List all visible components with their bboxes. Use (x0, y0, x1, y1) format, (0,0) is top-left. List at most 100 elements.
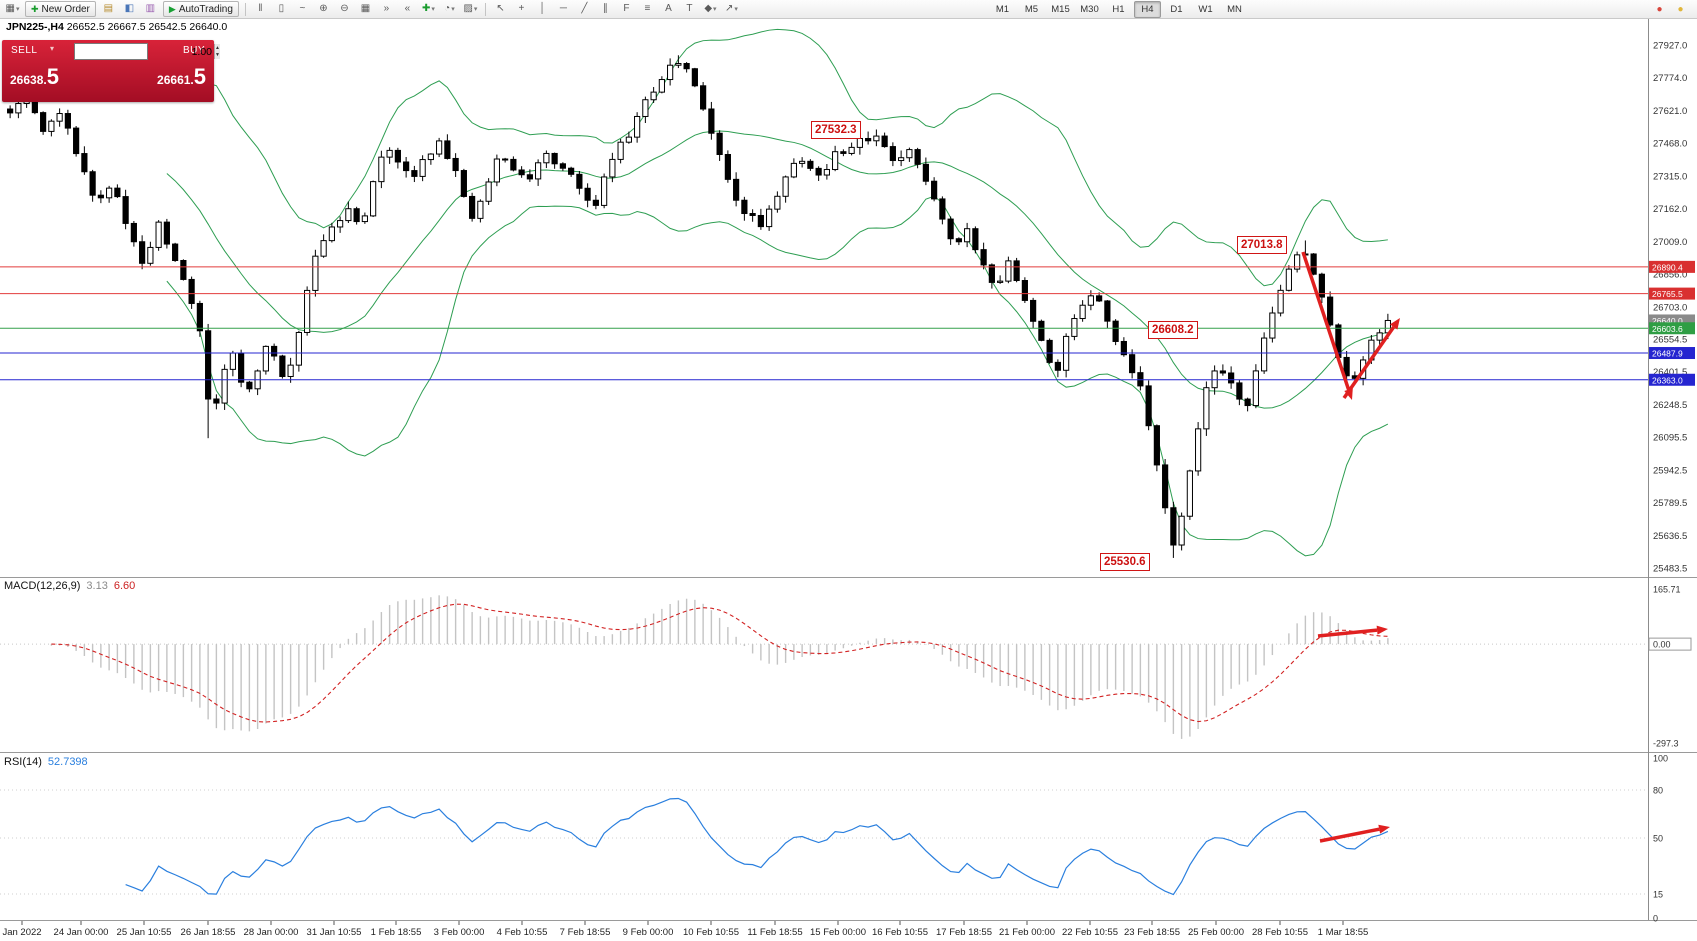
cursor-icon[interactable]: ↖ (496, 3, 505, 14)
timeframe-w1-button[interactable]: W1 (1198, 4, 1213, 15)
timeframe-h4-button[interactable]: H4 (1134, 1, 1161, 18)
market-watch-icon[interactable]: ▤ (103, 3, 114, 14)
svg-text:26363.0: 26363.0 (1652, 375, 1683, 385)
price-annotation-label[interactable]: 27532.3 (811, 121, 861, 139)
price-axis[interactable]: 27927.0 27774.0 27621.0 27468.0 27315.0 27162… (1649, 41, 1695, 575)
toolbar-separator (484, 2, 486, 16)
indicators-icon[interactable]: ✚ ▾ (421, 3, 435, 14)
toolbar-left-group: ▦ ▾ ✚ New Order ▤ ◧ ▥ ▶ AutoTrading ‖ ▯ ~ ⊕ ⊖ ▦ » « ✚ ▾ ◔ ▾ ▨… (0, 0, 742, 18)
price-tag (1649, 287, 1695, 300)
volume-down-icon[interactable]: ▼ (215, 51, 220, 59)
text-label-icon[interactable]: T (686, 3, 693, 14)
time-axis[interactable]: Jan 2022 24 Jan 00:00 25 Jan 10:55 26 Jan 1… (2, 921, 1368, 938)
svg-text:27009.0: 27009.0 (1653, 237, 1687, 248)
timeframe-m1-button[interactable]: M1 (995, 4, 1010, 15)
chevron-down-icon: ▾ (451, 5, 455, 13)
svg-text:26890.4: 26890.4 (1652, 262, 1683, 272)
chart-shift-icon[interactable]: « (404, 3, 411, 14)
macd-indicator[interactable] (0, 595, 1648, 739)
autotrading-button[interactable]: ▶ AutoTrading (162, 1, 239, 17)
terminal-icon[interactable]: ▥ (145, 3, 156, 14)
zoom-out-icon[interactable]: ⊖ (340, 3, 349, 14)
trendline-icon[interactable]: ╱ (581, 3, 588, 14)
chevron-down-icon: ▾ (431, 5, 435, 13)
one-click-trading-widget: SELL BUY ▾ ▲ ▼ 26638.5 26661.5 (2, 40, 220, 102)
fibonacci-icon[interactable]: F (623, 3, 630, 14)
svg-text:1 Mar 18:55: 1 Mar 18:55 (1318, 927, 1369, 938)
price-tag (1649, 373, 1695, 386)
svg-text:26248.5: 26248.5 (1653, 400, 1687, 411)
price-tag (1649, 322, 1695, 335)
timeframe-m30-button[interactable]: M30 (1080, 4, 1099, 15)
timeframe-m15-button[interactable]: M15 (1051, 4, 1070, 15)
timeframe-d1-button[interactable]: D1 (1170, 4, 1183, 15)
svg-text:25942.5: 25942.5 (1653, 465, 1687, 476)
shapes-icon[interactable]: ◆ ▾ (704, 3, 717, 14)
text-icon[interactable]: A (665, 3, 672, 14)
timeframe-m5-button[interactable]: M5 (1024, 4, 1039, 15)
svg-text:26703.0: 26703.0 (1653, 302, 1687, 313)
svg-text:26603.6: 26603.6 (1652, 324, 1683, 334)
trend-arrow (1342, 326, 1396, 400)
svg-text:27927.0: 27927.0 (1653, 41, 1687, 52)
sell-price[interactable]: 26638.5 (10, 64, 59, 89)
crosshair-icon[interactable]: + (518, 3, 525, 14)
svg-text:17 Feb 18:55: 17 Feb 18:55 (936, 927, 992, 938)
channel-icon[interactable]: ∥ (602, 3, 608, 14)
timeframe-toolbar: M1 M5 M15 M30 H1 H4 D1 W1 MN (988, 1, 1249, 18)
chevron-down-icon: ▾ (15, 5, 20, 13)
trend-arrows[interactable] (1301, 251, 1400, 843)
price-annotation-label[interactable]: 27013.8 (1237, 236, 1287, 254)
mql5-community-icon[interactable]: ● (1656, 3, 1663, 15)
line-chart-icon[interactable]: ~ (299, 3, 306, 14)
svg-text:28 Jan 00:00: 28 Jan 00:00 (244, 927, 299, 938)
trade-widget-menu-caret-icon[interactable]: ▾ (50, 44, 55, 53)
svg-text:1 Feb 18:55: 1 Feb 18:55 (371, 927, 422, 938)
svg-text:50: 50 (1653, 834, 1663, 844)
indicator-axes[interactable]: 165.71 0.00 -297.3 100 80 50 15 0 (1648, 585, 1692, 924)
market-icon[interactable]: ● (1677, 3, 1684, 15)
svg-text:22 Feb 10:55: 22 Feb 10:55 (1062, 927, 1118, 938)
svg-text:-297.3: -297.3 (1653, 739, 1679, 749)
macd-histogram (50, 595, 1389, 739)
symbol-title: JPN225-,H4 (6, 21, 64, 33)
tile-windows-icon[interactable]: ▦ (360, 3, 371, 14)
svg-text:26640.0: 26640.0 (1652, 316, 1683, 326)
svg-text:27468.0: 27468.0 (1653, 139, 1687, 150)
rsi-indicator[interactable] (0, 789, 1648, 896)
bar-chart-icon[interactable]: ‖ (258, 3, 263, 14)
horizontal-line-icon[interactable]: ─ (559, 3, 567, 14)
volume-input[interactable] (75, 44, 214, 59)
candlestick-chart-icon[interactable]: ▯ (278, 3, 285, 14)
timeframe-mn-button[interactable]: MN (1227, 4, 1242, 15)
horizontal-lines[interactable] (0, 266, 1648, 381)
svg-text:100: 100 (1653, 754, 1668, 764)
price-annotation-label[interactable]: 26608.2 (1148, 321, 1198, 339)
timeframe-h1-button[interactable]: H1 (1112, 4, 1125, 15)
price-annotation-label[interactable]: 25530.6 (1100, 553, 1150, 571)
vertical-line-icon[interactable]: │ (539, 3, 546, 14)
periods-icon[interactable]: ◔ ▾ (444, 3, 455, 14)
auto-scroll-icon[interactable]: » (383, 3, 390, 14)
sell-button[interactable]: SELL (11, 45, 38, 56)
arrows-icon[interactable]: ↗ ▾ (724, 3, 738, 14)
zoom-in-icon[interactable]: ⊕ (319, 3, 328, 14)
buy-price[interactable]: 26661.5 (157, 64, 206, 89)
svg-text:27162.0: 27162.0 (1653, 204, 1687, 215)
chart-window-icon[interactable]: ▦ ▾ (5, 3, 20, 14)
new-order-button[interactable]: ✚ New Order (25, 1, 96, 17)
svg-text:26765.5: 26765.5 (1652, 289, 1683, 299)
svg-text:15 Feb 00:00: 15 Feb 00:00 (810, 927, 866, 938)
candles-layer[interactable] (7, 55, 1391, 558)
navigator-icon[interactable]: ◧ (124, 3, 135, 14)
toolbar-separator (244, 2, 246, 16)
equidistant-icon[interactable]: ≡ (644, 3, 651, 14)
volume-up-icon[interactable]: ▲ (215, 44, 220, 52)
templates-icon[interactable]: ▨ ▾ (463, 3, 478, 14)
toolbar-right-group: ● ● (1649, 1, 1691, 18)
svg-text:27315.0: 27315.0 (1653, 171, 1687, 182)
macd-signal-line (51, 603, 1388, 723)
svg-text:0: 0 (1653, 914, 1658, 924)
